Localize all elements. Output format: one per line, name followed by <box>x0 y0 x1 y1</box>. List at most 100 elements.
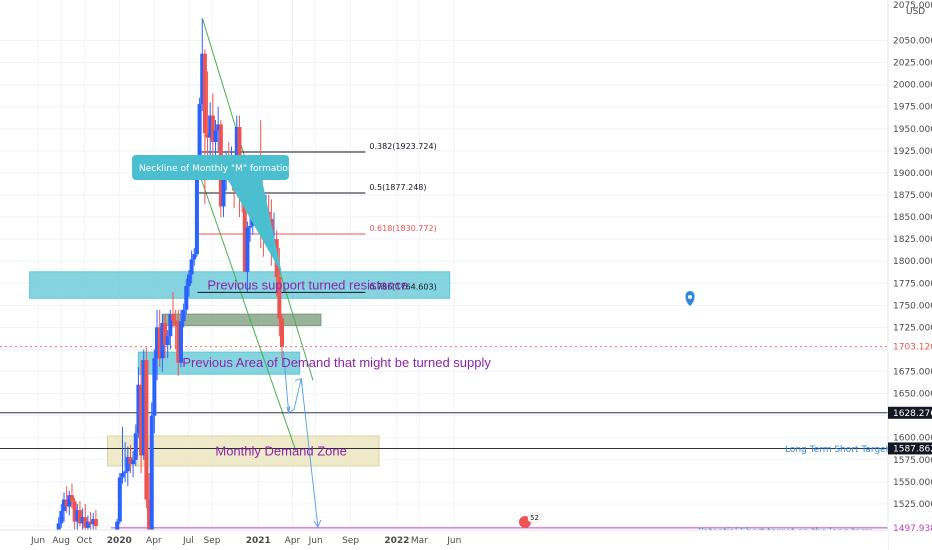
map-pin-icon <box>685 291 695 306</box>
candle-body <box>88 521 93 525</box>
candle-body <box>77 510 82 524</box>
x-tick-label: Jun <box>446 536 461 546</box>
y-tick-label: 1675.000 <box>893 368 932 378</box>
candle-body <box>184 285 189 310</box>
candle-body <box>176 324 181 363</box>
x-tick-label: Sep <box>203 536 220 546</box>
candle-body <box>85 521 90 528</box>
candle-body <box>128 457 133 465</box>
y-tick-label: 1975.000 <box>893 103 932 113</box>
y-tick-label: 1600.000 <box>893 434 932 444</box>
arrow-head <box>313 519 322 528</box>
candle-body <box>189 259 194 275</box>
candle-body <box>131 459 136 465</box>
y-tick-label: 2000.000 <box>893 81 932 91</box>
candle-body <box>216 124 221 131</box>
x-tick-label: Apr <box>146 536 162 546</box>
candle-body <box>279 318 284 347</box>
candle-body <box>80 517 85 524</box>
y-tick-label: 1550.000 <box>893 478 932 488</box>
candle-body <box>155 327 160 359</box>
long-term-target-label: Long Term Short Target <box>785 445 890 455</box>
x-tick-label: Mar <box>411 536 428 546</box>
arrow-head <box>286 405 291 414</box>
x-tick-label: 2021 <box>246 536 271 546</box>
y-tick-label: 1875.000 <box>893 191 932 201</box>
y-tick-label-top: 2075.000 <box>893 1 932 11</box>
candle-body <box>59 510 64 524</box>
candle-body <box>163 322 168 346</box>
candle-body <box>141 360 146 456</box>
candle-body <box>83 517 88 528</box>
emoji-badge: 52 <box>519 512 541 528</box>
candle-body <box>200 53 205 105</box>
x-tick-label: Oct <box>77 536 93 546</box>
candle-body <box>194 172 199 255</box>
y-tick-label: 2025.000 <box>893 59 932 69</box>
candle-body <box>139 384 144 456</box>
y-tick-label: 1950.000 <box>893 125 932 135</box>
channel-lower-line <box>197 168 297 452</box>
candle-body <box>133 433 138 460</box>
candle-body <box>144 360 149 500</box>
callout-box <box>132 155 289 180</box>
y-tick-label: 1775.000 <box>893 279 932 289</box>
badge-bubble <box>527 512 541 523</box>
zone-box <box>29 271 451 299</box>
zone-label-resistance: Previous support turned resistance <box>207 277 408 292</box>
candle-body <box>152 358 157 416</box>
x-tick-label: Jun <box>308 536 323 546</box>
candle-body <box>170 314 175 321</box>
y-tick-label: 1650.000 <box>893 390 932 400</box>
candle-body <box>123 471 128 474</box>
current-price-tag-bg <box>888 340 932 353</box>
x-tick-label: 2022 <box>384 536 409 546</box>
candle-body <box>181 309 186 322</box>
zone-label-monthly-demand: Monthly Demand Zone <box>215 443 347 458</box>
candle-body <box>75 510 80 522</box>
y-tick-label: 1575.000 <box>893 456 932 466</box>
candle-body <box>157 327 162 359</box>
candle-body <box>213 130 218 143</box>
y-tick-label: 2050.000 <box>893 37 932 47</box>
candle-body <box>120 473 125 478</box>
y-tick-label: 1925.000 <box>893 147 932 157</box>
badge-count: 52 <box>530 514 539 522</box>
candle-body <box>136 384 141 434</box>
x-tick-label: Aug <box>52 536 70 546</box>
fib-level-label: 0.786(1764.603) <box>369 282 436 291</box>
candle-body <box>242 199 247 272</box>
candle-body <box>91 518 96 525</box>
candle-body <box>125 457 130 472</box>
candle-body <box>221 171 226 207</box>
candle-body <box>186 274 191 286</box>
y-tick-label: 1800.000 <box>893 257 932 267</box>
candle-body <box>61 499 66 511</box>
y-tick-label: 1825.000 <box>893 235 932 245</box>
candle-body <box>205 133 210 138</box>
candle-body <box>56 523 61 531</box>
candle-body <box>67 495 72 507</box>
annotations: 0.382(1923.724) 0.5(1877.248) 0.618(1830.7… <box>132 142 890 537</box>
candle-body <box>64 499 69 507</box>
candle-body <box>178 321 183 363</box>
price-axis-bg <box>888 0 932 550</box>
level-price-tag: 1587.862 <box>893 444 932 454</box>
x-tick-label: Jun <box>30 536 45 546</box>
level-price-tag-bg <box>888 442 932 455</box>
fib-level-label: 0.618(1830.772) <box>369 224 436 233</box>
fib-level-label: 0.5(1877.248) <box>369 183 426 192</box>
candle-body <box>202 53 207 134</box>
current-price-tag: 1703.120 <box>893 343 932 353</box>
candle-body <box>208 115 213 138</box>
x-tick-label: 2020 <box>107 536 132 546</box>
y-tick-label: 1850.000 <box>893 213 932 223</box>
y-tick-label: 1725.000 <box>893 323 932 333</box>
candle-body <box>173 320 178 325</box>
y-tick-label: 1525.000 <box>893 500 932 510</box>
candle-body <box>245 227 250 272</box>
level-price-tag: 1628.276 <box>893 409 932 419</box>
candle-body <box>149 415 154 531</box>
target-price-tag-bg <box>888 521 932 534</box>
